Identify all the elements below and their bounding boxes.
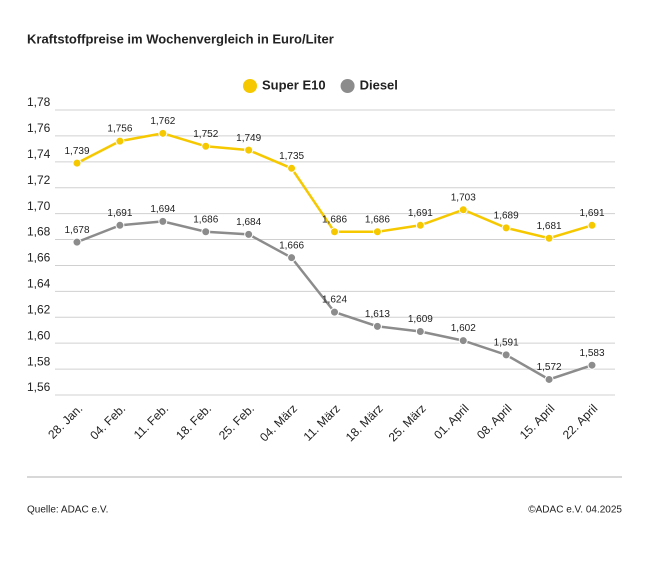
data-label: 1,678 bbox=[64, 225, 89, 236]
data-label: 1,686 bbox=[365, 214, 390, 225]
data-label: 1,691 bbox=[107, 208, 132, 219]
data-label: 1,756 bbox=[107, 124, 132, 135]
point bbox=[287, 163, 297, 173]
legend-marker bbox=[340, 79, 355, 93]
x-tick-label: 18. Feb. bbox=[173, 401, 214, 442]
data-label: 1,583 bbox=[579, 348, 604, 359]
data-label: 1,762 bbox=[150, 116, 175, 127]
point bbox=[330, 227, 339, 237]
point bbox=[72, 237, 82, 247]
data-label: 1,602 bbox=[451, 323, 476, 334]
point bbox=[587, 220, 597, 230]
legend-label: Diesel bbox=[360, 77, 398, 92]
point bbox=[201, 227, 211, 237]
chart-title: Kraftstoffpreise im Wochenvergleich in E… bbox=[27, 31, 334, 46]
point bbox=[415, 220, 425, 230]
point bbox=[587, 360, 597, 370]
point bbox=[244, 229, 254, 239]
data-label: 1,684 bbox=[236, 217, 261, 228]
data-label: 1,749 bbox=[236, 133, 261, 144]
y-tick-label: 1,64 bbox=[27, 277, 51, 291]
point bbox=[158, 128, 168, 138]
data-label: 1,694 bbox=[150, 204, 175, 215]
point bbox=[458, 336, 468, 346]
source: Quelle: ADAC e.V. bbox=[27, 505, 108, 516]
x-tick-label: 25. Feb. bbox=[216, 401, 257, 442]
y-tick-label: 1,60 bbox=[27, 328, 51, 342]
x-tick-label: 11. März bbox=[301, 401, 343, 443]
point bbox=[244, 145, 254, 155]
data-label: 1,752 bbox=[193, 129, 218, 140]
y-tick-label: 1,78 bbox=[27, 95, 51, 109]
data-label: 1,613 bbox=[365, 309, 390, 320]
y-tick-label: 1,68 bbox=[27, 225, 51, 239]
data-label: 1,666 bbox=[279, 240, 304, 251]
data-label: 1,624 bbox=[322, 295, 347, 306]
point bbox=[158, 216, 168, 226]
y-tick-label: 1,72 bbox=[27, 173, 51, 187]
y-tick-label: 1,74 bbox=[27, 147, 51, 161]
point bbox=[330, 307, 339, 317]
data-label: 1,572 bbox=[537, 362, 562, 373]
point bbox=[544, 374, 554, 384]
y-tick-label: 1,70 bbox=[27, 199, 51, 213]
point bbox=[372, 321, 382, 331]
x-tick-label: 25. März bbox=[386, 401, 429, 444]
x-tick-label: 11. Feb. bbox=[131, 401, 171, 441]
point bbox=[372, 227, 382, 237]
x-tick-label: 01. April bbox=[431, 401, 472, 442]
point bbox=[501, 223, 511, 233]
data-label: 1,703 bbox=[451, 192, 476, 203]
point bbox=[287, 253, 297, 263]
point bbox=[458, 205, 468, 215]
x-tick-label: 15. April bbox=[517, 401, 558, 442]
x-tick-label: 08. April bbox=[474, 401, 515, 442]
x-tick-label: 04. März bbox=[257, 401, 300, 444]
data-label: 1,739 bbox=[64, 146, 89, 157]
y-tick-label: 1,58 bbox=[27, 354, 51, 368]
point bbox=[72, 158, 82, 168]
data-label: 1,591 bbox=[494, 337, 519, 348]
point bbox=[415, 327, 425, 337]
data-label: 1,681 bbox=[537, 221, 562, 232]
point bbox=[115, 136, 125, 146]
x-tick-label: 04. Feb. bbox=[87, 401, 128, 442]
point bbox=[544, 233, 554, 243]
data-label: 1,609 bbox=[408, 314, 433, 325]
x-tick-label: 28. Jan. bbox=[45, 401, 85, 441]
data-label: 1,686 bbox=[322, 214, 347, 225]
data-label: 1,691 bbox=[408, 208, 433, 219]
legend-label: Super E10 bbox=[262, 77, 326, 92]
y-tick-label: 1,66 bbox=[27, 251, 51, 265]
point bbox=[115, 220, 125, 230]
point bbox=[501, 350, 511, 360]
data-label: 1,686 bbox=[193, 214, 218, 225]
x-tick-label: 18. März bbox=[343, 401, 386, 444]
credit: ©ADAC e.V. 04.2025 bbox=[528, 505, 622, 516]
data-label: 1,735 bbox=[279, 151, 304, 162]
data-label: 1,689 bbox=[494, 211, 519, 222]
data-label: 1,691 bbox=[579, 208, 604, 219]
y-tick-label: 1,76 bbox=[27, 121, 51, 135]
x-tick-label: 22. April bbox=[560, 401, 601, 442]
y-tick-label: 1,62 bbox=[27, 302, 51, 316]
point bbox=[201, 141, 211, 151]
y-tick-label: 1,56 bbox=[27, 380, 51, 394]
legend-marker bbox=[243, 79, 257, 93]
